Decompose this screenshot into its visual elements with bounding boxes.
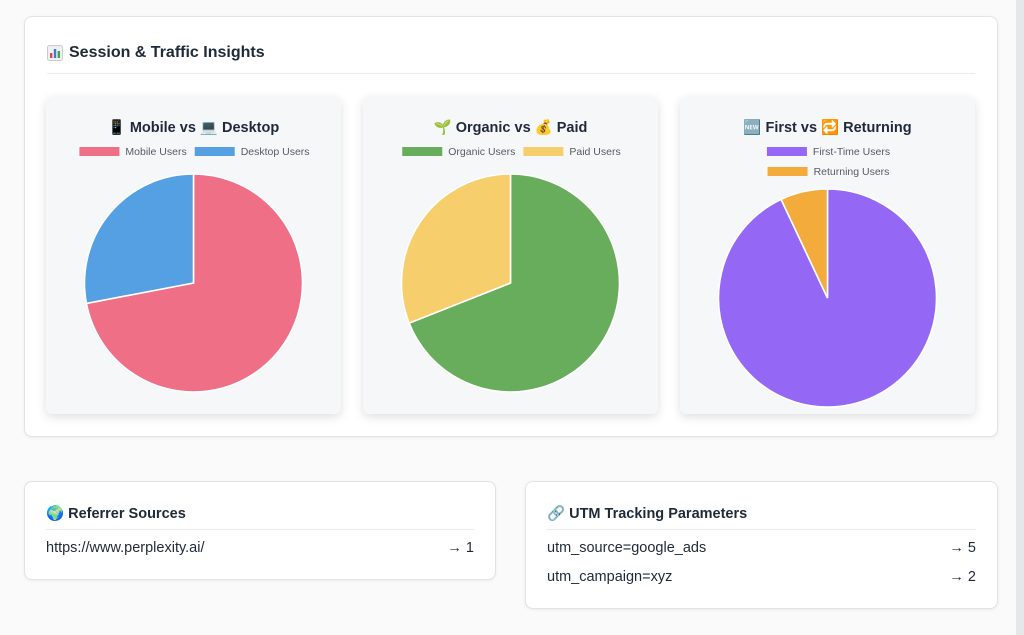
referrer-divider — [46, 529, 474, 530]
referrer-url: https://www.perplexity.ai/ — [46, 540, 205, 556]
utm-parameters-card: 🔗 UTM Tracking Parameters utm_source=goo… — [525, 481, 998, 609]
referrer-sources-title: 🌍 Referrer Sources — [46, 505, 186, 522]
utm-parameters-title: 🔗 UTM Tracking Parameters — [547, 505, 747, 522]
chart-panel-mobile-desktop: 📱 Mobile vs 💻 Desktop Mobile Users Deskto… — [46, 97, 341, 414]
chart-panel-first-returning: 🆕 First vs 🔁 Returning First-Time Users R… — [680, 97, 975, 414]
legend-swatch-paid-users — [523, 147, 564, 156]
insights-divider — [47, 73, 975, 74]
chart-title-organic-paid: 🌱 Organic vs 💰 Paid — [433, 120, 588, 136]
link-icon: 🔗 — [547, 506, 566, 522]
chart-title-first-returning: 🆕 First vs 🔁 Returning — [743, 120, 912, 136]
legend-label-desktop-users: Desktop Users — [241, 146, 310, 158]
chart-panel-organic-paid: 🌱 Organic vs 💰 Paid Organic Users Paid Us… — [363, 97, 658, 414]
legend-label-mobile-users: Mobile Users — [125, 146, 186, 158]
utm-parameter: utm_source=google_ads — [547, 540, 707, 556]
globe-icon: 🌍 — [46, 506, 65, 522]
utm-parameter: utm_campaign=xyz — [547, 569, 673, 585]
legend-item-returning-users[interactable]: Returning Users — [767, 166, 890, 178]
bar-chart-icon — [47, 45, 63, 61]
window-edge — [1016, 0, 1024, 635]
pie-slice-desktop-users[interactable] — [83, 173, 195, 305]
referrer-sources-card: 🌍 Referrer Sources https://www.perplexit… — [24, 481, 496, 580]
legend-item-first-time-users[interactable]: First-Time Users — [766, 146, 890, 158]
legend-item-paid-users[interactable]: Paid Users — [523, 146, 621, 158]
utm-count: → 2 — [949, 569, 976, 585]
legend-item-desktop-users[interactable]: Desktop Users — [194, 146, 310, 158]
legend-swatch-mobile-users — [79, 147, 120, 156]
session-traffic-insights-card: Session & Traffic Insights 📱 Mobile vs 💻… — [24, 16, 998, 437]
insights-title: Session & Traffic Insights — [47, 44, 265, 62]
legend-label-returning-users: Returning Users — [814, 166, 890, 178]
legend-swatch-first-time-users — [766, 147, 807, 156]
legend-swatch-organic-users — [402, 147, 443, 156]
legend-item-mobile-users[interactable]: Mobile Users — [79, 146, 187, 158]
pie-chart-organic-paid: Organic Users Paid Users — [400, 146, 621, 393]
referrer-row: https://www.perplexity.ai/ → 1 — [46, 538, 474, 558]
chart-title-mobile-desktop: 📱 Mobile vs 💻 Desktop — [107, 120, 280, 136]
pie-slice-returning-users[interactable] — [780, 188, 829, 299]
utm-count: → 5 — [949, 540, 976, 556]
utm-parameters-title-text: UTM Tracking Parameters — [569, 506, 748, 522]
legend-item-organic-users[interactable]: Organic Users — [402, 146, 515, 158]
referrer-sources-title-text: Referrer Sources — [68, 506, 186, 522]
legend-label-organic-users: Organic Users — [448, 146, 515, 158]
referrer-count: → 1 — [447, 540, 474, 556]
utm-row: utm_campaign=xyz → 2 — [547, 567, 976, 587]
insights-title-text: Session & Traffic Insights — [69, 44, 265, 61]
legend-label-first-time-users: First-Time Users — [813, 146, 890, 158]
legend-swatch-returning-users — [767, 167, 808, 176]
pie-slice-organic-users[interactable] — [408, 173, 621, 393]
pie-chart-first-returning: First-Time Users Returning Users — [717, 146, 938, 408]
pie-slice-mobile-users[interactable] — [85, 173, 304, 393]
pie-slice-paid-users[interactable] — [400, 173, 512, 325]
utm-divider — [547, 529, 976, 530]
legend-label-paid-users: Paid Users — [569, 146, 620, 158]
utm-row: utm_source=google_ads → 5 — [547, 538, 976, 558]
pie-chart-mobile-desktop: Mobile Users Desktop Users — [79, 146, 310, 393]
legend-swatch-desktop-users — [194, 147, 235, 156]
